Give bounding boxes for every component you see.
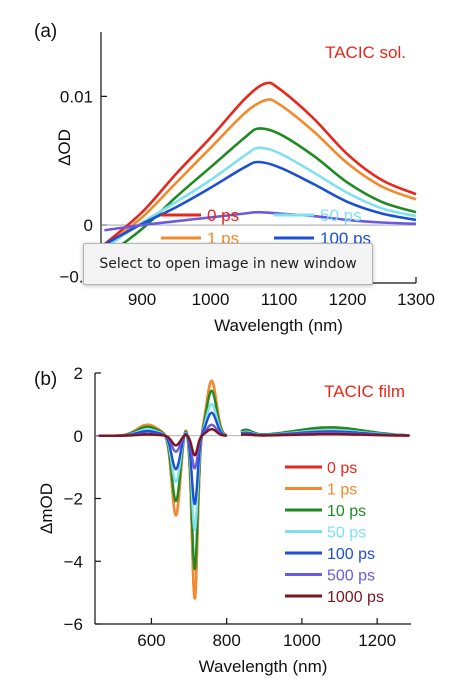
legend-label-a: 0 ps <box>207 206 239 225</box>
series-line-b-nir <box>240 432 410 437</box>
legend-label-b: 500 ps <box>327 568 375 585</box>
chart-title-b: TACIC film <box>324 382 405 401</box>
x-tick-label-b: 1200 <box>358 631 396 650</box>
y-axis-label-b: ΔmOD <box>37 483 56 534</box>
y-tick-label-b: −4 <box>64 552 83 571</box>
panel-label-b: (b) <box>34 369 57 390</box>
x-tick-label-b: 800 <box>212 631 240 650</box>
chart-title-a: TACIC sol. <box>325 43 406 62</box>
x-tick-label-b: 1000 <box>283 631 321 650</box>
series-line-a <box>103 146 417 250</box>
series-line-b-vis <box>98 428 227 457</box>
series-line-a <box>103 81 417 246</box>
panel-b-chart: 600 800 1000 1200 2 0 −2 −4 −6 Wavelength (nm) ΔmO… <box>37 364 411 676</box>
y-tick-label-b: 2 <box>74 364 83 383</box>
y-tick-label-b: −2 <box>64 490 83 509</box>
panel-label-a: (a) <box>34 21 57 42</box>
y-tick-label-a: 0 <box>84 216 93 235</box>
x-tick-label-b: 600 <box>137 631 165 650</box>
x-tick-label-a: 1100 <box>261 290 298 309</box>
tooltip-text: Select to open image in new window <box>99 256 357 272</box>
x-tick-label-a: 1300 <box>397 290 435 309</box>
legend-label-b: 50 ps <box>327 525 366 542</box>
series-line-a <box>103 98 417 249</box>
legend-label-a: 50 ps <box>320 206 362 225</box>
y-tick-label-b: −6 <box>64 615 83 634</box>
x-tick-label-a: 900 <box>128 290 156 309</box>
x-axis-label-a: Wavelength (nm) <box>214 316 343 335</box>
y-tick-label-a: 0.01 <box>60 87 93 106</box>
y-axis-label-a: ΔOD <box>55 129 74 166</box>
legend-label-b: 100 ps <box>327 546 375 563</box>
open-image-tooltip[interactable]: Select to open image in new window <box>83 243 373 285</box>
series-line-a <box>103 127 417 259</box>
x-axis-label-b: Wavelength (nm) <box>199 657 328 676</box>
legend-label-b: 1000 ps <box>327 589 384 606</box>
legend-label-b: 1 ps <box>327 482 357 499</box>
series-line-a <box>103 160 417 246</box>
legend-label-b: 10 ps <box>327 503 366 520</box>
series-line-a <box>104 210 417 232</box>
x-tick-label-a: 1200 <box>329 290 367 309</box>
y-tick-label-b: 0 <box>74 427 83 446</box>
x-tick-label-a: 1000 <box>192 290 230 309</box>
legend-label-b: 0 ps <box>327 460 357 477</box>
